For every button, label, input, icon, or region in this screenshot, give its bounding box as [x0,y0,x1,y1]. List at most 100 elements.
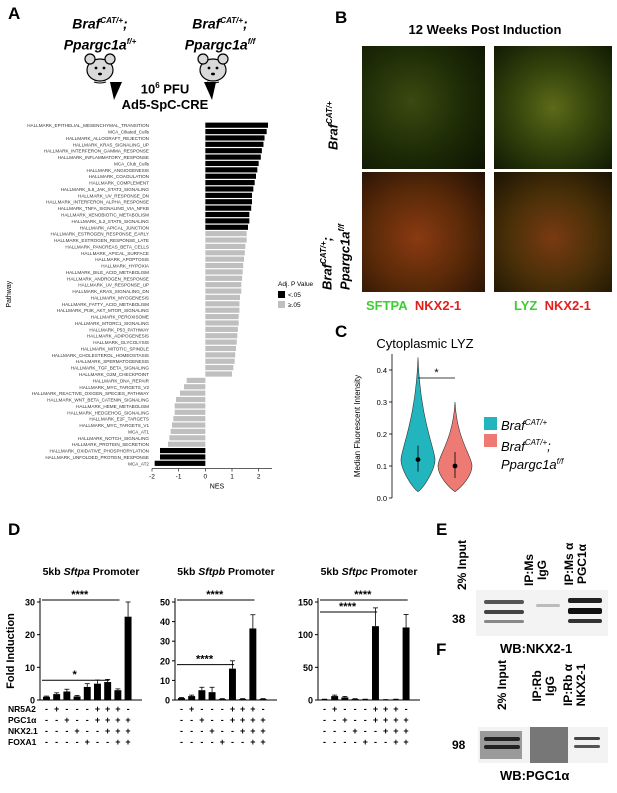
nes-x-tick-label: 1 [230,474,234,481]
condition-sign: + [383,704,388,714]
nes-bar [186,377,206,383]
condition-sign: + [260,737,265,747]
condition-sign: - [323,726,326,736]
condition-sign: - [364,715,367,725]
pathway-label: HALLMARK_IL2_STAT5_SIGNALING [72,219,150,224]
pathway-label: HALLMARK_E2F_TARGETS [89,417,149,422]
nes-bar [205,148,262,154]
pathway-label: HALLMARK_KRAS_SIGNALING_DN [72,289,149,294]
condition-row-label: PGC1α [8,715,37,725]
pathway-label: HALLMARK_UNFOLDED_PROTEIN_RESPONSE [45,455,149,460]
pathway-label: HALLMARK_ANDROGEN_RESPONSE [67,276,149,281]
nes-bar [205,199,252,205]
nes-bar [205,141,264,147]
nes-bar [205,186,254,192]
subplot-title: 5kb Sftpc Promoter [321,566,418,578]
pathway-label: HALLMARK_BILE_ACID_METABOLISM [66,270,149,275]
condition-sign: - [333,715,336,725]
fold-bar [392,699,400,700]
condition-sign: - [211,704,214,714]
nes-bar [205,345,236,352]
lane-f-input: 2% Input [495,660,509,710]
condition-sign: - [384,737,387,747]
pathway-label: HALLMARK_APOPTOSIS [95,257,149,262]
condition-sign: + [240,715,245,725]
condition-sign: - [323,704,326,714]
condition-sign: - [180,715,183,725]
condition-sign: - [76,715,79,725]
condition-sign: - [200,726,203,736]
condition-sign: - [200,737,203,747]
pvalue-legend-title: Adj. P Value [278,281,314,288]
marker-f: 98 [452,738,466,752]
violin-title: Cytoplasmic LYZ [376,336,473,351]
condition-sign: - [262,704,265,714]
condition-sign: - [333,737,336,747]
pathway-label: HALLMARK_INTERFERON_ALPHA_RESPONSE [46,200,149,205]
violin-y-tick-label: 0.1 [377,462,387,471]
lane-f-igg: IP:Rb IgG [530,670,557,702]
condition-sign: - [211,715,214,725]
nes-bar [205,307,240,313]
sig-label-upper: **** [354,589,372,601]
condition-sign: + [105,726,110,736]
condition-sign: - [65,726,68,736]
band [568,608,602,614]
condition-sign: + [373,715,378,725]
subplot-y-tick-label: 30 [25,598,35,608]
condition-sign: - [190,737,193,747]
panel-label-f: F [436,640,447,659]
violin-shape [437,401,473,492]
condition-sign: + [209,726,214,736]
nes-x-tick-label: -1 [176,474,182,481]
condition-sign: + [403,715,408,725]
subplot-y-tick-label: 0 [308,696,313,706]
nes-bar [205,128,267,135]
nes-bar [205,352,236,358]
condition-row-label: NR5A2 [8,704,36,714]
condition-sign: + [383,726,388,736]
pathway-label: HALLMARK_UV_RESPONSE_UP [78,283,149,288]
condition-sign: + [115,715,120,725]
pathway-label: HALLMARK_ESTROGEN_RESPONSE_LATE [54,238,149,243]
pathway-label: HALLMARK_PANCREAS_BETA_CELLS [65,244,149,249]
panel-b-title: 12 Weeks Post Induction [408,22,562,37]
nes-bar [205,256,244,262]
condition-sign: + [250,726,255,736]
condition-sign: + [125,715,130,725]
pathway-label: HALLMARK_INFLAMMATORY_RESPONSE [58,155,149,160]
pathway-axis-label: Pathway [6,280,13,307]
pathway-label: HALLMARK_KRAS_SIGNALING_UP [73,142,149,147]
lane-e-input: 2% Input [455,540,469,590]
pathway-label: HALLMARK_HEDGEHOG_SIGNALING [67,410,149,415]
pathway-label: HALLMARK_TNFA_SIGNALING_VIA_NFKB [58,206,149,211]
condition-row-label: FOXA1 [8,737,37,747]
violin-legend: BrafCAT/+ BrafCAT/+; Ppargc1af/f [484,415,614,472]
condition-sign: + [352,726,357,736]
condition-sign: - [323,737,326,747]
fold-bar [331,696,339,700]
nes-bar [205,224,248,230]
band [530,727,568,763]
lane-e-igg: IP:Ms IgG [522,554,549,587]
condition-sign: + [393,704,398,714]
pathway-label: HALLMARK_TGF_BETA_SIGNALING [71,366,150,371]
condition-sign: - [323,715,326,725]
pathway-label: HALLMARK_XENOBIOTIC_METABOLISM [61,213,149,218]
condition-row-label: NKX2.1 [8,726,38,736]
mouse-left-genotype: BrafCAT/+; Ppargc1af/+ [63,15,137,53]
band [484,737,520,741]
condition-sign: + [74,726,79,736]
condition-sign: + [250,715,255,725]
fold-bar [208,692,216,700]
subplot-title: 5kb Sftpa Promoter [43,566,140,578]
nes-bar [205,282,242,288]
condition-sign: - [76,737,79,747]
micrograph-lyz-braf [494,46,612,169]
pathway-label: HALLMARK_APICAL_SURFACE [81,251,149,256]
subplot-y-tick-label: 40 [160,617,170,627]
condition-sign: - [180,726,183,736]
condition-sign: + [403,726,408,736]
nes-bar [205,288,242,294]
fold-bar [73,696,81,700]
